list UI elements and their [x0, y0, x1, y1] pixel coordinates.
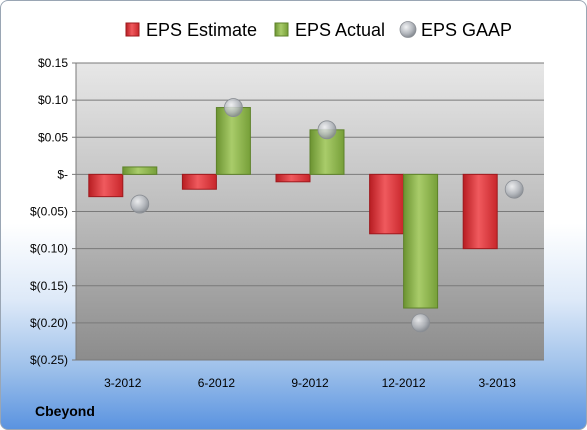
eps-estimate-bar: [275, 173, 311, 183]
company-name: Cbeyond: [35, 403, 95, 419]
bars: [88, 107, 498, 309]
y-tick-label: $(0.10): [30, 242, 68, 256]
x-axis: 3-2012 6-2012 9-2012 12-2012 3-2013: [104, 376, 516, 390]
eps-actual-bar: [122, 166, 158, 175]
eps-estimate-bar: [181, 173, 217, 190]
x-tick-label: 6-2012: [198, 376, 236, 390]
legend: EPS Estimate EPS Actual EPS GAAP: [125, 20, 512, 40]
eps-estimate-bar: [369, 173, 405, 235]
eps-gaap-marker: [130, 194, 150, 214]
y-tick-label: $(0.25): [30, 353, 68, 367]
y-tick-label: $0.10: [38, 93, 68, 107]
y-tick-label: $(0.05): [30, 205, 68, 219]
y-tick-label: $(0.15): [30, 279, 68, 293]
x-tick-label: 12-2012: [382, 376, 426, 390]
eps-gaap-marker: [411, 313, 431, 333]
y-tick-label: $-: [57, 167, 68, 181]
eps-gaap-marker: [504, 179, 524, 199]
eps-gaap-legend-swatch: [399, 21, 417, 38]
eps-estimate-bar: [462, 173, 498, 250]
y-tick-label: $0.05: [38, 130, 68, 144]
x-tick-label: 9-2012: [291, 376, 329, 390]
eps-estimate-bar: [88, 173, 124, 198]
y-axis: $0.15 $0.10 $0.05 $- $(0.05) $(0.10) $(0.15) $(…: [30, 56, 77, 367]
eps-actual-bar: [215, 107, 251, 175]
x-tick-label: 3-2012: [104, 376, 142, 390]
eps-gaap-marker: [317, 120, 337, 140]
eps-actual-bar: [403, 173, 439, 309]
y-tick-label: $(0.20): [30, 316, 68, 330]
legend-label: EPS GAAP: [421, 20, 512, 40]
eps-actual-legend-swatch: [274, 22, 289, 37]
gaap-markers: [130, 98, 524, 333]
legend-label: EPS Actual: [295, 20, 385, 40]
legend-label: EPS Estimate: [146, 20, 257, 40]
y-tick-label: $0.15: [38, 56, 68, 70]
x-tick-label: 3-2013: [479, 376, 517, 390]
eps-estimate-legend-swatch: [125, 22, 140, 37]
eps-gaap-marker: [223, 98, 243, 117]
